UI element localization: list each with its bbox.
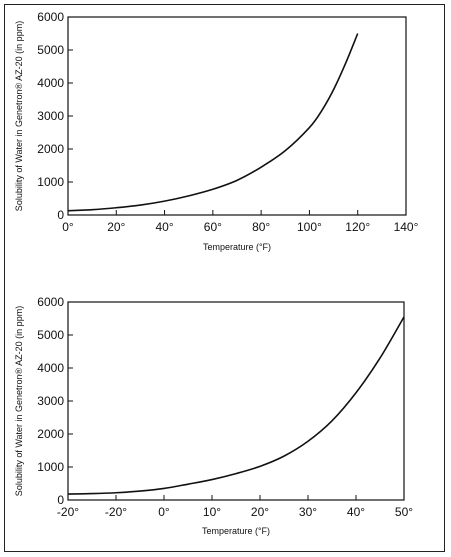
x-tick-label: 0° (158, 505, 170, 519)
x-tick-label: 50° (395, 505, 413, 519)
x-tick-label: 20° (107, 220, 125, 234)
x-tick-label: 10° (203, 505, 221, 519)
y-tick-label: 4000 (37, 361, 64, 375)
x-tick-label: 40° (155, 220, 173, 234)
y-tick-label: 6000 (37, 295, 64, 309)
plot-area-border (67, 301, 405, 501)
x-tick-label: 100° (297, 220, 322, 234)
x-axis-label: Temperature (°F) (202, 526, 270, 536)
y-axis-label: Solubility of Water in Genetron® AZ-20 (… (14, 21, 24, 211)
y-tick-label: 2000 (37, 142, 64, 156)
x-tick-label: 30° (299, 505, 317, 519)
solubility-curve (67, 33, 359, 212)
x-tick-label: 140° (394, 220, 419, 234)
x-tick-label: 60° (204, 220, 222, 234)
y-tick-label: 2000 (37, 427, 64, 441)
y-tick-label: 3000 (37, 394, 64, 408)
y-tick-label: 0 (57, 493, 64, 507)
x-tick-label: 0° (62, 220, 74, 234)
y-tick-label: 5000 (37, 43, 64, 57)
x-tick-label: -20° (105, 505, 127, 519)
y-tick-label: 6000 (37, 10, 64, 24)
y-tick-label: 5000 (37, 328, 64, 342)
x-tick-label: -20° (57, 505, 79, 519)
x-tick-label: 120° (345, 220, 370, 234)
x-tick-label: 80° (252, 220, 270, 234)
x-tick-label: 20° (251, 505, 269, 519)
y-tick-label: 1000 (37, 175, 64, 189)
y-tick-label: 3000 (37, 109, 64, 123)
x-tick-label: 40° (347, 505, 365, 519)
figure-frame (4, 4, 445, 552)
solubility-curve (67, 316, 405, 495)
y-tick-label: 4000 (37, 76, 64, 90)
y-axis-label: Solubility of Water in Genetron® AZ-20 (… (14, 306, 24, 496)
y-tick-label: 0 (57, 208, 64, 222)
x-axis-label: Temperature (°F) (203, 242, 271, 252)
y-tick-label: 1000 (37, 460, 64, 474)
